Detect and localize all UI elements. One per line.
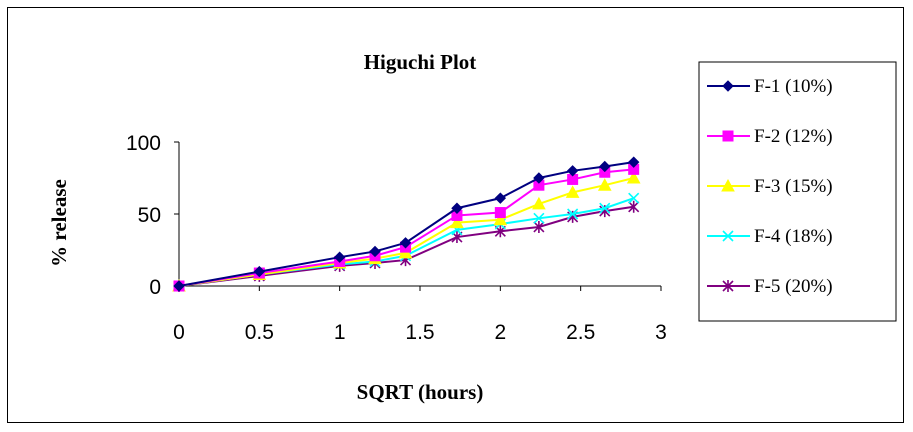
data-point [399, 237, 412, 249]
data-point [567, 208, 579, 220]
data-point [626, 170, 641, 184]
data-point [253, 265, 266, 278]
legend: F-1 (10%) F-2 (12%) F-3 (15%) F-4 (18%) F-5 … [707, 76, 833, 297]
x-axis-title: SQRT (hours) [357, 380, 484, 404]
x-tick-label: 1.5 [405, 321, 434, 344]
legend-marker [722, 230, 734, 242]
legend-label: F-3 (15%) [754, 176, 833, 197]
series-1 [173, 156, 640, 292]
data-point [628, 192, 640, 204]
series-3 [172, 170, 641, 292]
legend-marker [722, 80, 734, 92]
legend-entry: F-3 (15%) [707, 176, 833, 197]
legend-entry: F-1 (10%) [707, 76, 833, 97]
data-point [566, 165, 579, 177]
x-ticks: 0 0.5 1 1.5 2 2.5 3 [173, 286, 667, 344]
chart-title: Higuchi Plot [364, 50, 477, 74]
data-point [597, 178, 612, 191]
legend-label: F-4 (18%) [754, 226, 833, 247]
x-tick-label: 2 [494, 321, 506, 344]
data-point [565, 185, 580, 198]
x-tick-label: 0.5 [245, 321, 274, 344]
data-point [599, 160, 611, 173]
data-point [493, 212, 508, 226]
y-tick-label: 100 [126, 132, 161, 155]
data-point [533, 212, 545, 224]
y-tick-label: 50 [138, 204, 161, 227]
series-2 [173, 163, 640, 292]
series-layer [172, 156, 641, 292]
x-tick-label: 0 [173, 321, 185, 344]
series-line [178, 168, 634, 287]
data-point [533, 172, 545, 184]
data-point [627, 156, 640, 168]
y-axis-title: % release [47, 179, 71, 267]
legend-entry: F-2 (12%) [707, 126, 833, 147]
legend-marker [722, 130, 734, 142]
series-line [178, 177, 634, 287]
x-tick-label: 1 [334, 321, 346, 344]
legend-entry: F-5 (20%) [707, 276, 833, 297]
legend-entry: F-4 (18%) [707, 226, 833, 247]
data-point [532, 196, 546, 210]
legend-label: F-5 (20%) [754, 276, 833, 297]
legend-label: F-2 (12%) [754, 126, 833, 147]
data-point [173, 280, 185, 292]
data-point [450, 215, 464, 229]
x-tick-label: 3 [655, 321, 667, 344]
y-ticks: 0 50 100 [126, 132, 179, 299]
chart-svg: Higuchi Plot % release SQRT (hours) 0 50 1… [47, 50, 897, 404]
data-point [628, 200, 640, 213]
data-point [369, 245, 381, 258]
y-tick-label: 0 [149, 276, 161, 299]
data-point [533, 220, 545, 233]
legend-marker [722, 280, 734, 292]
chart-frame: Higuchi Plot % release SQRT (hours) 0 50 1… [7, 7, 904, 423]
data-point [451, 202, 463, 214]
x-tick-label: 2.5 [566, 321, 595, 344]
data-point [494, 207, 506, 219]
data-point [333, 251, 346, 263]
legend-label: F-1 (10%) [754, 76, 833, 97]
data-point [599, 202, 611, 214]
legend-marker [721, 178, 735, 192]
data-point [494, 192, 507, 204]
